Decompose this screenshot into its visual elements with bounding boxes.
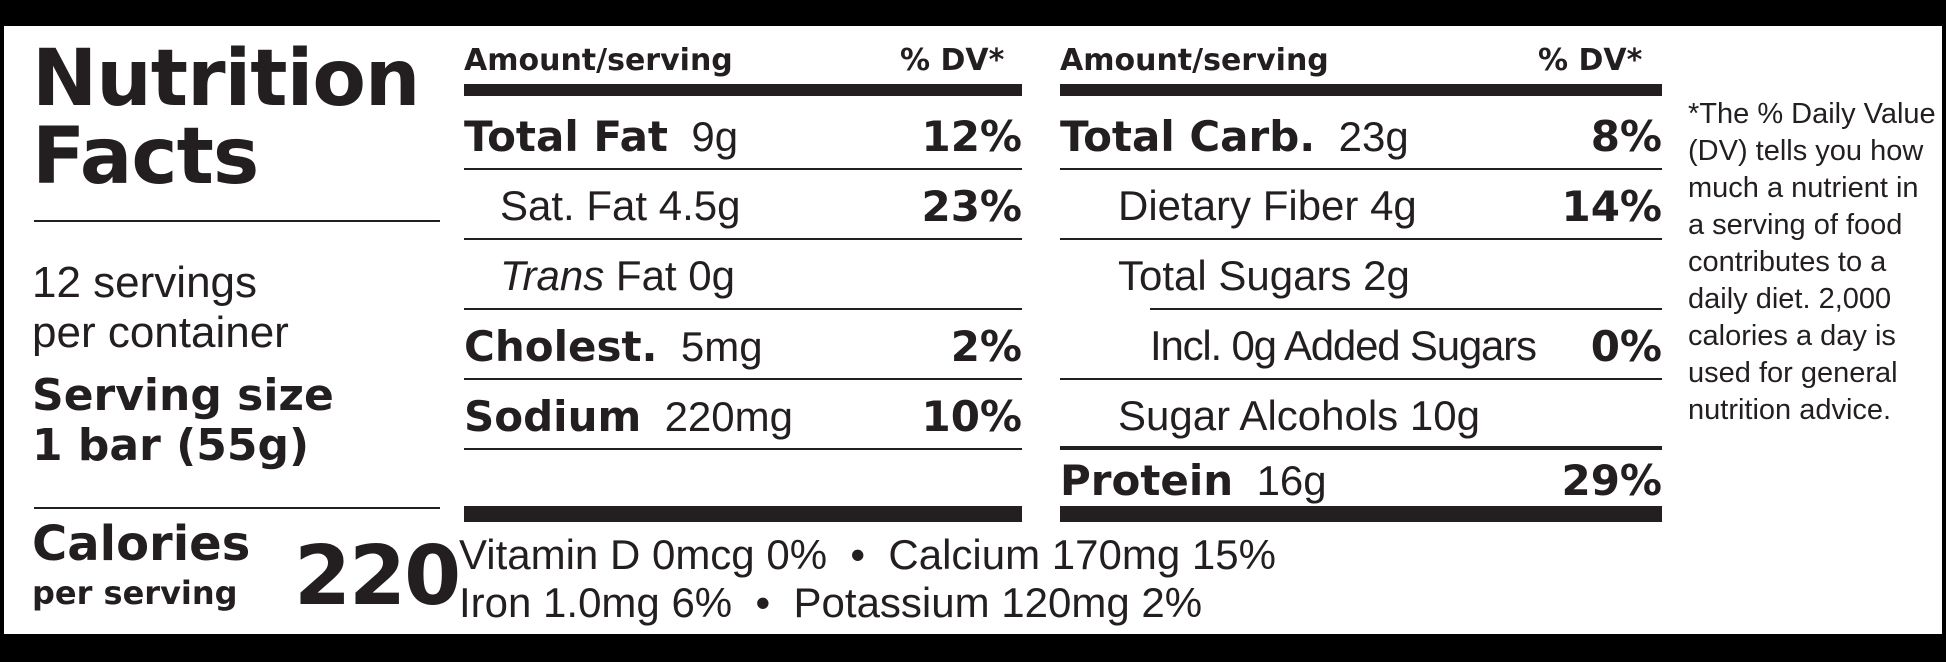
- nutrient-name: Incl. 0g Added Sugars: [1150, 322, 1537, 369]
- nutrient-row-total-sugars: Total Sugars 2g: [1118, 240, 1662, 308]
- row-divider: [1060, 168, 1662, 170]
- row-divider: [464, 308, 1022, 310]
- nutrient-row-sat-fat: Sat. Fat 4.5g 23%: [500, 170, 1022, 238]
- col1-thick-rule: [464, 84, 1022, 96]
- col2-header-dv: % DV*: [1538, 43, 1643, 78]
- row-divider-thick: [1060, 446, 1662, 450]
- nutrient-dv: 23%: [921, 182, 1022, 231]
- calories-label: Calories: [32, 516, 251, 572]
- col2-header-amount: Amount/serving: [1060, 43, 1329, 78]
- nutrient-name: Cholest.: [464, 322, 658, 371]
- label-title: Nutrition Facts: [32, 34, 420, 202]
- nutrient-row-protein: Protein 16g 29%: [1060, 444, 1662, 512]
- col2-thick-rule: [1060, 84, 1662, 96]
- col1-bottom-thick-rule: [464, 506, 1022, 522]
- nutrient-row-dietary-fiber: Dietary Fiber 4g 14%: [1118, 170, 1662, 238]
- nutrient-name: Sugar Alcohols: [1118, 392, 1399, 439]
- nutrient-name: Protein: [1060, 456, 1234, 505]
- serving-size-line-2: 1 bar (55g): [32, 420, 310, 471]
- nutrient-name: Total Fat: [464, 112, 669, 161]
- nutrient-row-added-sugars: Incl. 0g Added Sugars 0%: [1150, 310, 1662, 378]
- nutrient-name: Total Carb.: [1060, 112, 1316, 161]
- servings-line-1: 12 servings: [32, 258, 258, 307]
- col1-header-dv: % DV*: [900, 43, 1005, 78]
- nutrient-amount: Fat 0g: [615, 252, 735, 299]
- serving-size: Serving size 1 bar (55g): [32, 371, 334, 471]
- nutrition-facts-label: Nutrition Facts 12 servings per containe…: [4, 26, 1942, 634]
- nutrient-name: Sat. Fat: [500, 182, 648, 229]
- nutrient-name: Trans: [500, 252, 605, 299]
- daily-value-footnote: *The % Daily Value (DV) tells you how mu…: [1688, 98, 1936, 426]
- nutrient-name: Total Sugars: [1118, 252, 1352, 299]
- servings-line-2: per container: [32, 308, 289, 357]
- row-divider: [464, 378, 1022, 380]
- nutrient-amount: 2g: [1363, 252, 1410, 299]
- nutrient-dv: 12%: [921, 112, 1022, 161]
- nutrient-row-trans-fat: Trans Fat 0g: [500, 240, 1022, 308]
- row-divider: [464, 448, 1022, 450]
- calories-value: 220: [294, 529, 461, 624]
- nutrient-dv: 29%: [1561, 456, 1662, 505]
- nutrient-dv: 0%: [1590, 322, 1662, 371]
- row-divider: [464, 168, 1022, 170]
- nutrient-amount: 9g: [691, 113, 739, 160]
- row-divider: [1060, 378, 1662, 380]
- calories-per-serving: per serving: [32, 574, 238, 612]
- nutrient-row-sodium: Sodium 220mg 10%: [464, 380, 1022, 448]
- nutrient-row-total-carb: Total Carb. 23g 8%: [1060, 100, 1662, 168]
- nutrient-row-cholesterol: Cholest. 5mg 2%: [464, 310, 1022, 378]
- nutrient-dv: 8%: [1590, 112, 1662, 161]
- nutrient-amount: 10g: [1409, 392, 1480, 439]
- vitamins-line-2: Iron 1.0mg 6% • Potassium 120mg 2%: [459, 579, 1203, 626]
- row-divider: [464, 238, 1022, 240]
- title-line-2: Facts: [32, 112, 259, 202]
- nutrient-amount: 220mg: [664, 393, 793, 440]
- divider-above-calories: [34, 507, 440, 509]
- col2-bottom-thick-rule: [1060, 506, 1662, 522]
- nutrient-amount: 4g: [1370, 182, 1417, 229]
- nutrient-amount: 16g: [1256, 457, 1327, 504]
- nutrient-row-total-fat: Total Fat 9g 12%: [464, 100, 1022, 168]
- nutrient-dv: 2%: [950, 322, 1022, 371]
- nutrient-amount: 23g: [1338, 113, 1409, 160]
- serving-size-line-1: Serving size: [32, 370, 334, 421]
- row-divider: [1060, 238, 1662, 240]
- row-divider: [1150, 308, 1662, 310]
- nutrient-amount: 4.5g: [658, 182, 741, 229]
- servings-per-container: 12 servings per container: [32, 258, 289, 358]
- nutrient-dv: 10%: [921, 392, 1022, 441]
- vitamins-line-1: Vitamin D 0mcg 0% • Calcium 170mg 15%: [459, 531, 1276, 578]
- nutrient-amount: 5mg: [680, 323, 763, 370]
- title-line-1: Nutrition: [32, 34, 420, 124]
- nutrient-name: Sodium: [464, 392, 642, 441]
- divider-under-title: [34, 220, 440, 222]
- vitamins-minerals: Vitamin D 0mcg 0% • Calcium 170mg 15% Ir…: [459, 531, 1276, 627]
- nutrient-name: Dietary Fiber: [1118, 182, 1359, 229]
- nutrient-row-sugar-alcohols: Sugar Alcohols 10g: [1118, 380, 1662, 448]
- col1-header-amount: Amount/serving: [464, 43, 733, 78]
- nutrient-dv: 14%: [1561, 182, 1662, 231]
